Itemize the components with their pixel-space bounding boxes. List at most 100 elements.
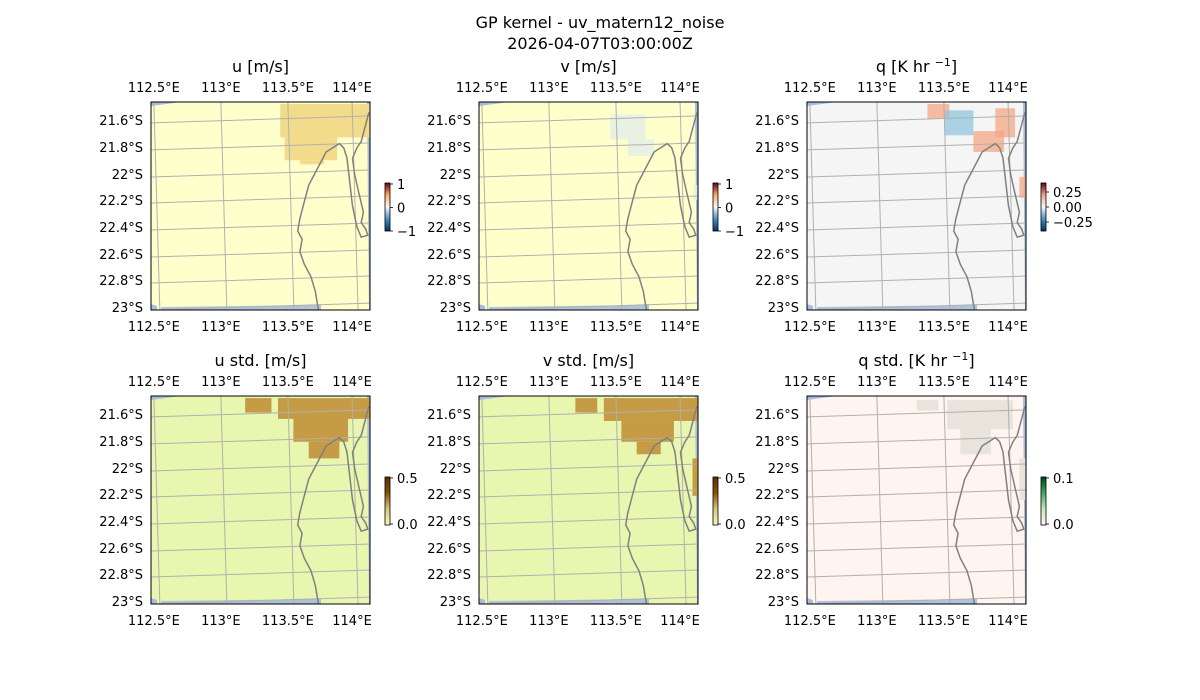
field-background [479,102,698,310]
coastline [296,406,370,604]
lon-tick-label-top: 113.5°E [262,81,314,96]
gridline-lat [479,249,698,258]
lat-tick-label: 23°S [112,595,143,610]
lat-tick-label: 21.6°S [755,408,799,423]
gridline-lat [807,463,1026,472]
colorbar-tick-label: 0 [725,202,733,217]
lat-tick-label: 22°S [440,168,471,183]
gridline-lon [809,102,817,310]
gridline-lon [943,396,951,604]
field-patch [245,398,272,413]
field-patch [278,398,370,419]
gridline-lon [876,396,884,604]
gridline-lon [876,102,884,310]
lat-tick-label: 22.4°S [755,221,799,236]
gridline-lon [351,396,359,604]
lon-tick-label-bottom: 113.5°E [262,614,314,629]
panel-title: v [m/s] [560,57,616,76]
gridline-lat [151,142,370,151]
lat-tick-label: 22.4°S [99,515,143,530]
gridline-lat [807,115,1026,124]
lon-tick-label-bottom: 113°E [201,614,241,629]
lon-tick-label-bottom: 113°E [529,614,569,629]
colorbar: 1 0 −1 [384,178,416,240]
map-area [807,102,1026,310]
field-patch [692,458,698,496]
gridline-lat [151,302,370,310]
gridline-lat [151,275,370,284]
colorbar-bar [712,476,719,526]
lon-tick-label-top: 113.5°E [590,81,642,96]
gridline-lon [153,102,161,310]
figure-subtitle: 2026-04-07T03:00:00Z [507,34,693,53]
lon-tick-label-bottom: 112.5°E [456,614,508,629]
lat-tick-label: 21.8°S [755,141,799,156]
lat-tick-label: 21.8°S [427,141,471,156]
colorbar: 1 0 −1 [712,178,744,240]
lat-tick-label: 22.8°S [99,274,143,289]
field-patch [693,185,698,200]
colorbar-tick-label: −1 [725,225,744,240]
colorbar-bar [712,182,719,232]
map-panel-q: q [K hr −1] 112.5°E 112.5°E 113°E 113°E 113.5… [755,56,1093,335]
field-patch [960,429,991,455]
lat-tick-label: 22°S [768,462,799,477]
gridline-lat [151,569,370,578]
lon-tick-label-bottom: 112.5°E [784,320,836,335]
ocean-edge [479,598,485,604]
map-area [151,396,370,604]
gridline-lat [479,302,698,310]
gridline-lon [615,396,623,604]
gridline-lon [418,102,424,310]
lon-tick-label-bottom: 114°E [988,320,1028,335]
lon-tick-label-bottom: 113°E [857,614,897,629]
gridline-lat [479,489,698,498]
colorbar-tick-label: 1 [725,178,733,193]
lat-tick-label: 21.8°S [99,141,143,156]
gridline-lat [807,543,1026,552]
gridline-lat [151,489,370,498]
gridline-lat [807,275,1026,284]
lon-tick-label-top: 112.5°E [784,375,836,390]
ocean-edge [695,102,698,310]
gridline-lon [287,396,295,604]
colorbar: 0.5 0.0 [712,472,746,533]
lon-tick-label-top: 112.5°E [784,81,836,96]
panel-title: q std. [K hr −1] [858,350,974,370]
lat-tick-label: 22.8°S [427,274,471,289]
gridline-lat [151,516,370,525]
field-patch [575,398,598,413]
lon-tick-label-bottom: 112.5°E [128,614,180,629]
ocean-edge [479,396,509,400]
lon-tick-label-bottom: 113.5°E [590,320,642,335]
lon-tick-label-bottom: 113.5°E [918,614,970,629]
colorbar-tick-label: 0.5 [397,472,418,487]
lat-tick-label: 21.6°S [427,114,471,129]
ocean-edge [367,396,370,604]
lon-tick-label-top: 112.5°E [456,81,508,96]
gridline-lat [479,195,698,204]
gridline-lat [479,463,698,472]
gridline-lon [220,396,228,604]
map-panel-v: v [m/s]112.5°E112.5°E113°E113°E113.5°E11… [427,57,752,335]
gridline-lon [481,396,489,604]
lat-tick-label: 22.2°S [99,194,143,209]
gridline-lon [746,102,752,310]
ocean-edge [151,598,157,604]
gridline-lat [479,115,698,124]
gridline-lon [809,396,817,604]
lon-tick-label-top: 113.5°E [918,81,970,96]
field-patch [995,108,1016,138]
map-panel-u_std: u std. [m/s] 112.5°E 112.5°E 113°E 113°E 113.… [99,351,418,629]
lat-tick-label: 22°S [112,462,143,477]
gridline-lat [807,195,1026,204]
ocean-edge [695,396,698,604]
lon-tick-label-top: 114°E [332,81,372,96]
figure-title: GP kernel - uv_matern12_noise [476,13,725,33]
field-patch [299,160,325,165]
map-area [807,396,1026,604]
lon-tick-label-top: 112.5°E [456,375,508,390]
gridline-lat [807,249,1026,258]
lon-tick-label-bottom: 114°E [660,614,700,629]
gridline-lat [479,275,698,284]
